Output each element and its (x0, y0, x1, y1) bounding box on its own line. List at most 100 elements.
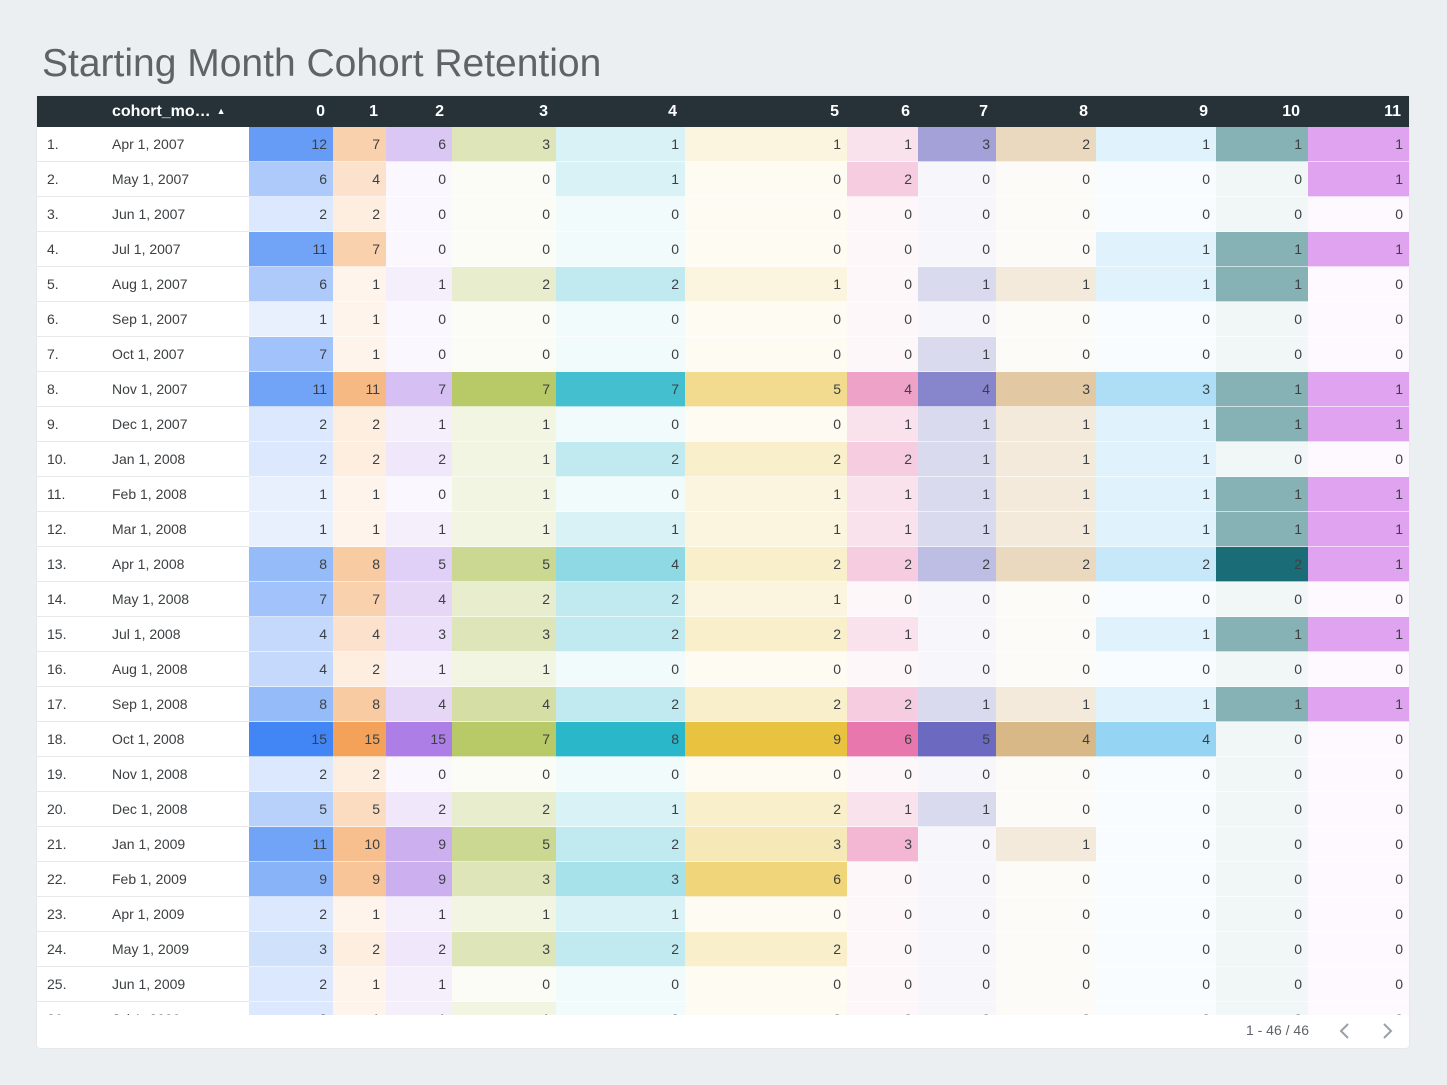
table-row[interactable]: 17. Sep 1, 2008 8 8 4 4 2 2 2 1 1 1 1 1 (37, 686, 1409, 722)
month-header-5[interactable]: 5 (685, 96, 847, 127)
retention-cell: 2 (685, 441, 847, 477)
month-header-10[interactable]: 10 (1216, 96, 1308, 127)
cohort-table-card: cohort_mo… ▲ 0 1 2 3 4 5 6 7 8 9 10 11 1. Apr 1, 2007… (37, 96, 1409, 1048)
month-header-4[interactable]: 4 (556, 96, 685, 127)
table-row[interactable]: 3. Jun 1, 2007 2 2 0 0 0 0 0 0 0 0 0 0 (37, 196, 1409, 232)
retention-cell: 2 (556, 616, 685, 652)
cohort-month-cell: Jan 1, 2008 (106, 441, 249, 477)
table-row[interactable]: 7. Oct 1, 2007 7 1 0 0 0 0 0 1 0 0 0 0 (37, 336, 1409, 372)
retention-cell: 4 (386, 581, 452, 617)
table-row[interactable]: 15. Jul 1, 2008 4 4 3 3 2 2 1 0 0 1 1 1 (37, 616, 1409, 652)
retention-cell: 1 (996, 406, 1096, 442)
retention-cell: 0 (685, 651, 847, 687)
cohort-month-cell: Oct 1, 2007 (106, 336, 249, 372)
table-scroll-area[interactable]: cohort_mo… ▲ 0 1 2 3 4 5 6 7 8 9 10 11 1. Apr 1, 2007… (37, 96, 1409, 1015)
retention-cell: 0 (918, 581, 996, 617)
table-row[interactable]: 8. Nov 1, 2007 11 11 7 7 7 5 4 4 3 3 1 1 (37, 371, 1409, 407)
sort-ascending-icon[interactable]: ▲ (216, 105, 226, 116)
retention-cell: 0 (996, 196, 1096, 232)
retention-cell: 0 (996, 616, 1096, 652)
retention-cell: 15 (249, 721, 333, 757)
row-index: 1. (37, 127, 106, 162)
retention-cell: 3 (996, 371, 1096, 407)
retention-cell: 4 (452, 686, 556, 722)
retention-cell: 0 (996, 966, 1096, 1002)
retention-cell: 5 (333, 791, 386, 827)
retention-cell: 2 (556, 931, 685, 967)
retention-cell: 0 (452, 231, 556, 267)
table-row[interactable]: 12. Mar 1, 2008 1 1 1 1 1 1 1 1 1 1 1 1 (37, 511, 1409, 547)
retention-cell: 0 (1216, 336, 1308, 372)
table-row[interactable]: 18. Oct 1, 2008 15 15 15 7 8 9 6 5 4 4 0 0 (37, 721, 1409, 757)
retention-cell: 0 (452, 161, 556, 197)
retention-cell: 0 (847, 231, 918, 267)
retention-cell: 0 (996, 301, 1096, 337)
retention-cell: 3 (1096, 371, 1216, 407)
table-row[interactable]: 13. Apr 1, 2008 8 8 5 5 4 2 2 2 2 2 2 1 (37, 546, 1409, 582)
month-header-8[interactable]: 8 (996, 96, 1096, 127)
row-index: 15. (37, 616, 106, 652)
month-header-7[interactable]: 7 (918, 96, 996, 127)
retention-cell: 0 (1096, 861, 1216, 897)
table-row[interactable]: 10. Jan 1, 2008 2 2 2 1 2 2 2 1 1 1 0 0 (37, 441, 1409, 477)
retention-cell: 2 (386, 931, 452, 967)
table-row[interactable]: 26.Jul 1, 2009211100000000 (37, 1001, 1409, 1015)
table-row[interactable]: 23. Apr 1, 2009 2 1 1 1 1 0 0 0 0 0 0 0 (37, 896, 1409, 932)
retention-cell: 2 (847, 686, 918, 722)
retention-cell: 0 (1216, 301, 1308, 337)
table-row[interactable]: 19. Nov 1, 2008 2 2 0 0 0 0 0 0 0 0 0 0 (37, 756, 1409, 792)
retention-cell: 0 (1216, 161, 1308, 197)
retention-cell: 5 (452, 546, 556, 582)
retention-cell: 9 (333, 861, 386, 897)
retention-cell: 0 (996, 581, 1096, 617)
retention-cell: 2 (333, 931, 386, 967)
retention-cell: 4 (249, 616, 333, 652)
row-index: 25. (37, 966, 106, 1002)
month-header-9[interactable]: 9 (1096, 96, 1216, 127)
cohort-month-cell: Jul 1, 2008 (106, 616, 249, 652)
retention-cell: 2 (1096, 546, 1216, 582)
month-header-3[interactable]: 3 (452, 96, 556, 127)
table-row[interactable]: 25. Jun 1, 2009 2 1 1 0 0 0 0 0 0 0 0 0 (37, 966, 1409, 1002)
month-header-11[interactable]: 11 (1308, 96, 1409, 127)
chevron-right-icon (1383, 1023, 1393, 1039)
table-row[interactable]: 1. Apr 1, 2007 12 7 6 3 1 1 1 3 2 1 1 1 (37, 127, 1409, 162)
table-row[interactable]: 21. Jan 1, 2009 11 10 9 5 2 3 3 0 1 0 0 0 (37, 826, 1409, 862)
previous-page-button[interactable] (1331, 1018, 1357, 1044)
retention-cell: 0 (1096, 896, 1216, 932)
table-row[interactable]: 9. Dec 1, 2007 2 2 1 1 0 0 1 1 1 1 1 1 (37, 406, 1409, 442)
retention-cell: 1 (1216, 371, 1308, 407)
table-row[interactable]: 22. Feb 1, 2009 9 9 9 3 3 6 0 0 0 0 0 0 (37, 861, 1409, 897)
table-row[interactable]: 2. May 1, 2007 6 4 0 0 1 0 2 0 0 0 0 1 (37, 161, 1409, 197)
row-index: 7. (37, 336, 106, 372)
row-index: 3. (37, 196, 106, 232)
month-header-1[interactable]: 1 (333, 96, 386, 127)
retention-cell: 1 (1096, 476, 1216, 512)
retention-cell: 10 (333, 826, 386, 862)
retention-cell: 1 (918, 791, 996, 827)
retention-cell: 1 (996, 686, 1096, 722)
table-body: 1. Apr 1, 2007 12 7 6 3 1 1 1 3 2 1 1 1 2. May 1, 2007 6… (37, 127, 1409, 1015)
table-row[interactable]: 5. Aug 1, 2007 6 1 1 2 2 1 0 1 1 1 1 0 (37, 266, 1409, 302)
cohort-month-cell: May 1, 2007 (106, 161, 249, 197)
table-row[interactable]: 24. May 1, 2009 3 2 2 3 2 2 0 0 0 0 0 0 (37, 931, 1409, 967)
month-header-6[interactable]: 6 (847, 96, 918, 127)
table-row[interactable]: 11. Feb 1, 2008 1 1 0 1 0 1 1 1 1 1 1 1 (37, 476, 1409, 512)
retention-cell: 0 (996, 336, 1096, 372)
retention-cell: 1 (918, 336, 996, 372)
table-row[interactable]: 16. Aug 1, 2008 4 2 1 1 0 0 0 0 0 0 0 0 (37, 651, 1409, 687)
retention-cell: 0 (452, 966, 556, 1002)
cohort-month-header[interactable]: cohort_mo… ▲ (106, 96, 249, 127)
next-page-button[interactable] (1375, 1018, 1401, 1044)
table-row[interactable]: 4. Jul 1, 2007 11 7 0 0 0 0 0 0 0 1 1 1 (37, 231, 1409, 267)
table-row[interactable]: 14. May 1, 2008 7 7 4 2 2 1 0 0 0 0 0 0 (37, 581, 1409, 617)
retention-cell: 1 (452, 406, 556, 442)
table-row[interactable]: 6. Sep 1, 2007 1 1 0 0 0 0 0 0 0 0 0 0 (37, 301, 1409, 337)
month-header-0[interactable]: 0 (249, 96, 333, 127)
month-header-2[interactable]: 2 (386, 96, 452, 127)
retention-cell: 1 (1308, 406, 1409, 442)
retention-cell: 0 (1308, 931, 1409, 967)
retention-cell: 0 (1096, 1001, 1216, 1015)
retention-cell: 0 (1096, 651, 1216, 687)
table-row[interactable]: 20. Dec 1, 2008 5 5 2 2 1 2 1 1 0 0 0 0 (37, 791, 1409, 827)
